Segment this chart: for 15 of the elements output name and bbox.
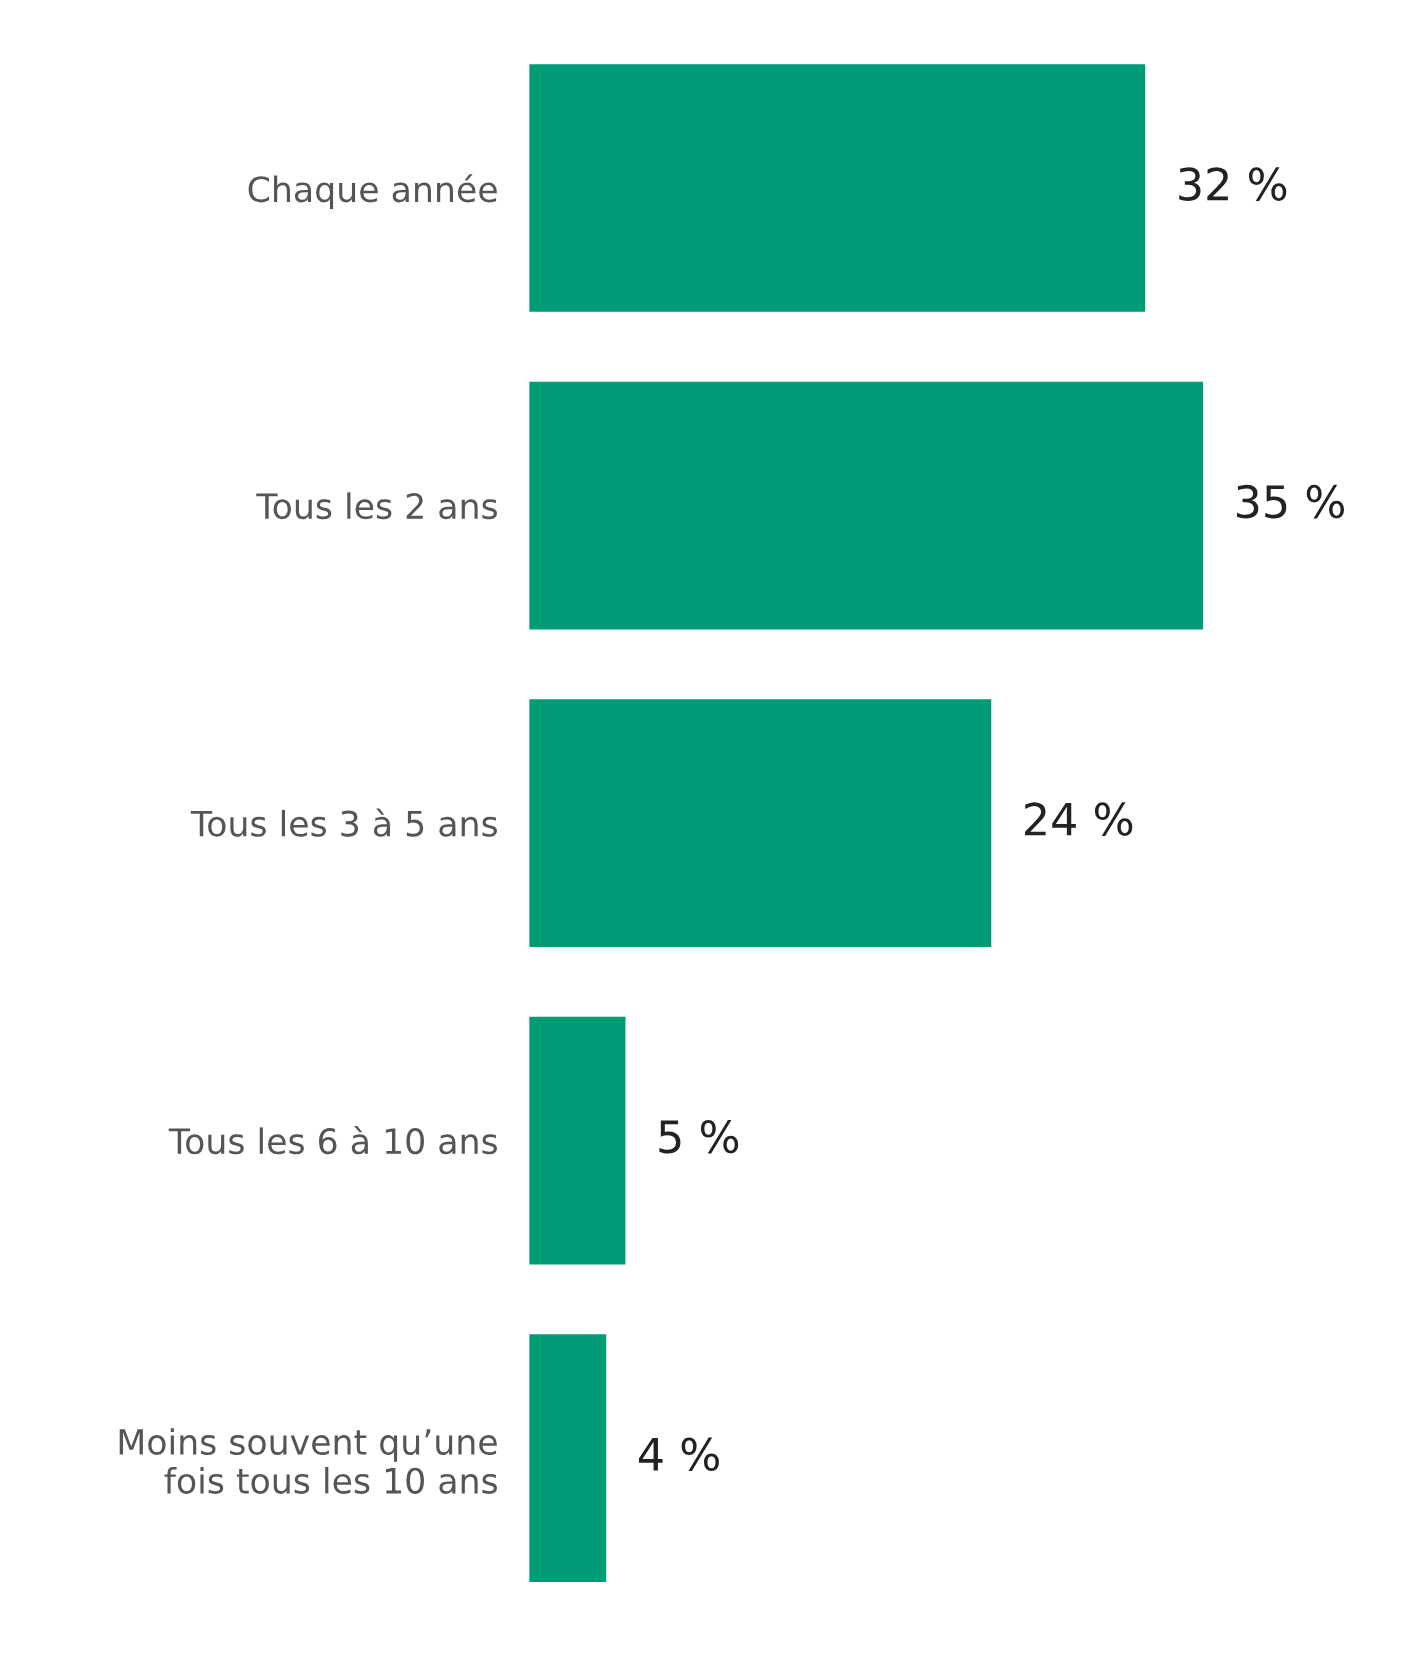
y-tick-label: Chaque année [248, 174, 497, 210]
bar [529, 381, 1204, 630]
bar [529, 1334, 607, 1582]
bar [529, 1016, 626, 1265]
y-tick-label: Moins souvent qu’une fois tous les 10 ans [119, 1428, 497, 1494]
y-tick-label: Tous les 3 à 5 ans [190, 808, 497, 837]
y-tick-label: Tous les 6 à 10 ans [168, 1126, 497, 1155]
y-tick-label: Tous les 2 ans [256, 492, 497, 520]
data-label: 24 % [1025, 802, 1133, 836]
data-label: 32 % [1179, 167, 1287, 201]
data-label: 4 % [638, 1437, 719, 1472]
bar [529, 699, 992, 947]
data-label: 5 % [659, 1119, 739, 1154]
data-label: 35 % [1236, 484, 1345, 519]
bar [529, 64, 1146, 312]
